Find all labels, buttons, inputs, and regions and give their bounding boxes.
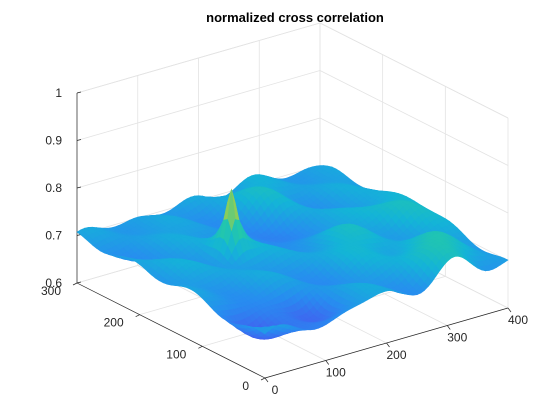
y-tick-label: 300 <box>41 284 61 298</box>
x-tick-mark <box>386 342 390 348</box>
z-tick-mark <box>76 91 82 94</box>
z-tick-label: 0.8 <box>45 181 62 195</box>
side-wall-grid-line-z <box>319 70 509 166</box>
x-tick-mark <box>264 377 269 383</box>
y-tick-mark <box>260 377 266 381</box>
box-top-back-edge <box>76 22 321 94</box>
z-tick-label: 0.6 <box>45 276 62 290</box>
surface-patch <box>260 328 270 335</box>
z-tick-mark <box>76 139 82 141</box>
x-tick-mark <box>507 307 512 313</box>
x-tick-label: 0 <box>272 383 279 397</box>
x-tick-label: 200 <box>386 348 406 362</box>
z-tick-mark <box>76 186 82 189</box>
axes-layer <box>72 91 512 383</box>
z-tick-mark <box>76 281 82 284</box>
y-tick-label: 200 <box>104 316 124 330</box>
back-wall-grid-line-z <box>76 70 321 141</box>
y-tick-mark <box>198 346 203 349</box>
chart-title: normalized cross correlation <box>206 10 384 25</box>
x-tick-label: 300 <box>447 331 467 345</box>
z-tick-label: 0.7 <box>45 229 62 243</box>
x-tick-label: 400 <box>508 313 528 327</box>
surface-layer <box>76 165 509 340</box>
side-wall-grid-line-z <box>319 117 509 214</box>
z-tick-label: 1 <box>55 86 62 100</box>
x-tick-label: 100 <box>326 366 346 380</box>
y-tick-label: 100 <box>166 347 186 361</box>
y-tick-label: 0 <box>242 379 249 393</box>
x-tick-mark <box>325 360 330 365</box>
y-tick-mark <box>135 314 140 317</box>
y-tick-mark <box>72 282 78 286</box>
x-tick-mark <box>446 325 451 330</box>
y-axis-line <box>76 282 266 379</box>
z-tick-label: 0.9 <box>45 134 62 148</box>
box-top-side-edge <box>319 22 509 119</box>
back-wall-grid-line-z <box>76 117 321 189</box>
